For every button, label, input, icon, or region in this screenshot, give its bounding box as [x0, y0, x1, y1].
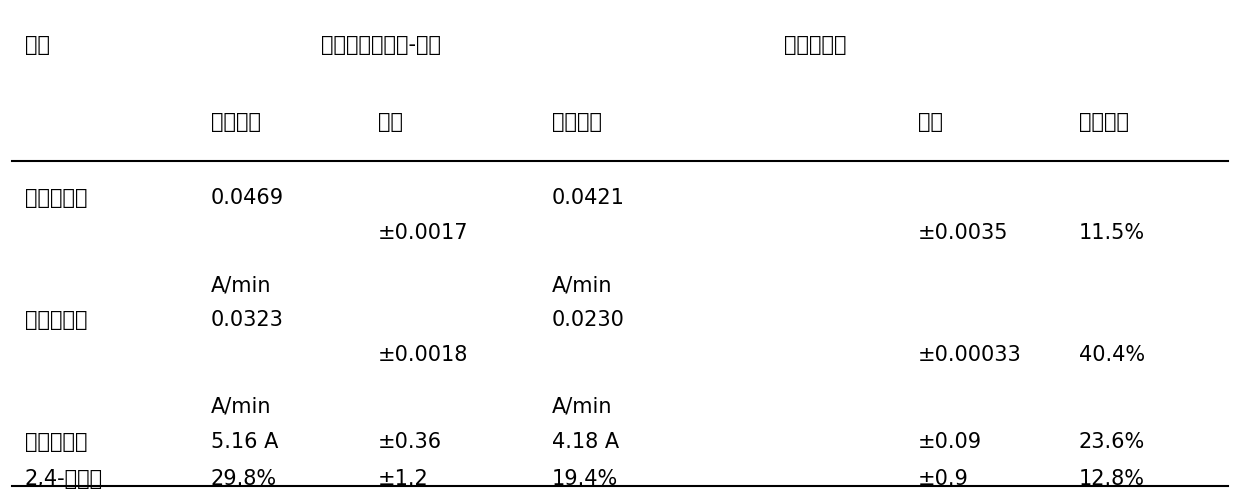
- Text: A/min: A/min: [211, 397, 272, 417]
- Text: 2,4-二氯酚: 2,4-二氯酚: [25, 469, 103, 489]
- Text: 盐酸联苯胺: 盐酸联苯胺: [25, 310, 87, 330]
- Text: ±0.00033: ±0.00033: [918, 345, 1022, 365]
- Text: 误差: 误差: [378, 112, 403, 131]
- Text: 4.18 A: 4.18 A: [552, 432, 619, 451]
- Text: 0.0323: 0.0323: [211, 310, 284, 330]
- Text: 邻联甲苯胺: 邻联甲苯胺: [25, 188, 87, 208]
- Text: ±0.0035: ±0.0035: [918, 223, 1008, 243]
- Text: ±0.0018: ±0.0018: [378, 345, 469, 365]
- Text: A/min: A/min: [552, 397, 613, 417]
- Text: 0.0469: 0.0469: [211, 188, 284, 208]
- Text: ±0.0017: ±0.0017: [378, 223, 469, 243]
- Text: 误差: 误差: [918, 112, 942, 131]
- Text: 固定化漆酶: 固定化漆酶: [784, 35, 847, 55]
- Text: 29.8%: 29.8%: [211, 469, 277, 489]
- Text: 11.5%: 11.5%: [1079, 223, 1145, 243]
- Text: 0.0230: 0.0230: [552, 310, 625, 330]
- Text: A/min: A/min: [552, 275, 613, 295]
- Text: 0.0421: 0.0421: [552, 188, 625, 208]
- Text: 19.4%: 19.4%: [552, 469, 618, 489]
- Text: ±0.9: ±0.9: [918, 469, 968, 489]
- Text: 叔丁基苯酚: 叔丁基苯酚: [25, 432, 87, 451]
- Text: ±0.09: ±0.09: [918, 432, 982, 451]
- Text: 类别: 类别: [25, 35, 50, 55]
- Text: 5.16 A: 5.16 A: [211, 432, 278, 451]
- Text: 40.4%: 40.4%: [1079, 345, 1145, 365]
- Text: 活性提升: 活性提升: [1079, 112, 1128, 131]
- Text: ±1.2: ±1.2: [378, 469, 429, 489]
- Text: 固定化血红蛋白-漆酶: 固定化血红蛋白-漆酶: [321, 35, 441, 55]
- Text: 相对速率: 相对速率: [211, 112, 260, 131]
- Text: 12.8%: 12.8%: [1079, 469, 1145, 489]
- Text: 相对速率: 相对速率: [552, 112, 601, 131]
- Text: A/min: A/min: [211, 275, 272, 295]
- Text: ±0.36: ±0.36: [378, 432, 443, 451]
- Text: 23.6%: 23.6%: [1079, 432, 1145, 451]
